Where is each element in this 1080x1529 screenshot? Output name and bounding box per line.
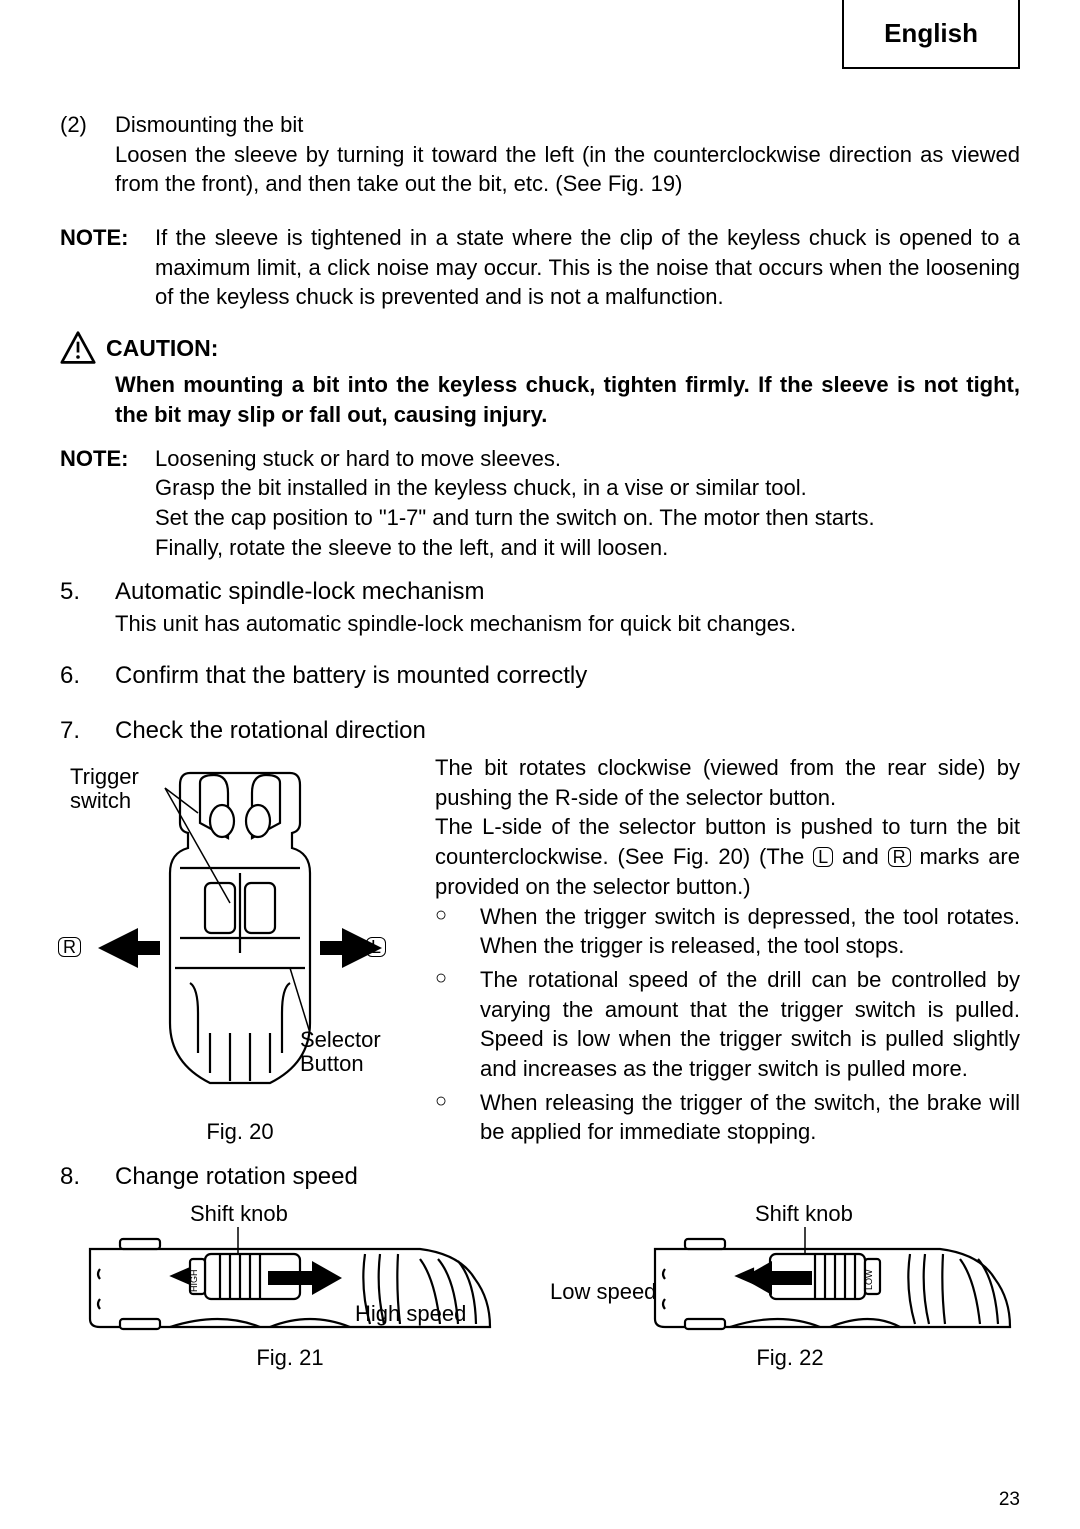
fig21-caption: Fig. 21 [60, 1343, 520, 1373]
section-5: 5. Automatic spindle-lock mechanism This… [60, 576, 1020, 638]
section-6-marker: 6. [60, 660, 115, 692]
bullet-icon: ○ [435, 1088, 480, 1147]
fig20-r-label: R [58, 935, 81, 959]
note-2-label: NOTE: [60, 444, 155, 563]
bullet-1-text: When the trigger switch is depressed, th… [480, 902, 1020, 961]
figure-22: Shift knob [560, 1199, 1020, 1373]
section-5-title: Automatic spindle-lock mechanism [115, 576, 1020, 608]
section-7-bullet-1: ○ When the trigger switch is depressed, … [435, 902, 1020, 961]
section-8-marker: 8. [60, 1161, 115, 1193]
note-2-line2: Grasp the bit installed in the keyless c… [155, 473, 1020, 503]
item-2-title: Dismounting the bit [115, 110, 1020, 140]
caution-body: When mounting a bit into the keyless chu… [115, 370, 1020, 429]
section-7-bullet-3: ○ When releasing the trigger of the swit… [435, 1088, 1020, 1147]
item-2-marker: (2) [60, 110, 115, 199]
note-2-line3: Set the cap position to "1-7" and turn t… [155, 503, 1020, 533]
section-7-content: Trigger switch Selector Button R L Fig. … [60, 753, 1020, 1151]
section-5-marker: 5. [60, 576, 115, 638]
fig20-selector-label: Selector Button [300, 1028, 400, 1076]
section-7-bullet-2: ○ The rotational speed of the drill can … [435, 965, 1020, 1084]
bullet-3-text: When releasing the trigger of the switch… [480, 1088, 1020, 1147]
item-2: (2) Dismounting the bit Loosen the sleev… [60, 110, 1020, 199]
fig22-speed-label: Low speed [550, 1277, 656, 1307]
fig21-shift-label: Shift knob [190, 1199, 288, 1229]
caution-header: CAUTION: [60, 330, 1020, 366]
bullet-2-text: The rotational speed of the drill can be… [480, 965, 1020, 1084]
caution-label: CAUTION: [106, 333, 218, 364]
page-number: 23 [999, 1489, 1020, 1511]
section-6-title: Confirm that the battery is mounted corr… [115, 660, 1020, 692]
note-2: NOTE: Loosening stuck or hard to move sl… [60, 444, 1020, 563]
section-7: 7. Check the rotational direction [60, 715, 1020, 747]
section-8: 8. Change rotation speed [60, 1161, 1020, 1193]
bullet-icon: ○ [435, 965, 480, 1084]
svg-text:LOW: LOW [864, 1269, 874, 1290]
figure-20: Trigger switch Selector Button R L Fig. … [60, 753, 420, 1151]
figure-21: Shift knob [60, 1199, 520, 1373]
fig20-caption: Fig. 20 [60, 1117, 420, 1147]
page-content: (2) Dismounting the bit Loosen the sleev… [60, 110, 1020, 1373]
note-2-line1: Loosening stuck or hard to move sleeves. [155, 444, 1020, 474]
note-1-label: NOTE: [60, 223, 155, 312]
fig20-trigger-label: Trigger switch [70, 765, 160, 813]
fig21-speed-label: High speed [355, 1299, 466, 1329]
section-7-para-b: The L-side of the selector button is pus… [435, 812, 1020, 901]
language-label: English [842, 0, 1020, 69]
section-7-marker: 7. [60, 715, 115, 747]
section-8-title: Change rotation speed [115, 1161, 1020, 1193]
fig22-shift-label: Shift knob [755, 1199, 853, 1229]
warning-icon [60, 330, 96, 366]
note-1: NOTE: If the sleeve is tightened in a st… [60, 223, 1020, 312]
page: English (2) Dismounting the bit Loosen t… [0, 0, 1080, 1529]
svg-text:HIGH: HIGH [189, 1270, 199, 1293]
item-2-text: Loosen the sleeve by turning it toward t… [115, 140, 1020, 199]
section-5-body: Automatic spindle-lock mechanism This un… [115, 576, 1020, 638]
section-7-para-a: The bit rotates clockwise (viewed from t… [435, 753, 1020, 812]
fig22-caption: Fig. 22 [560, 1343, 1020, 1373]
section-5-text: This unit has automatic spindle-lock mec… [115, 609, 1020, 639]
bullet-icon: ○ [435, 902, 480, 961]
note-2-body: Loosening stuck or hard to move sleeves.… [155, 444, 1020, 563]
note-2-line4: Finally, rotate the sleeve to the left, … [155, 533, 1020, 563]
section-6: 6. Confirm that the battery is mounted c… [60, 660, 1020, 692]
item-2-body: Dismounting the bit Loosen the sleeve by… [115, 110, 1020, 199]
section-7-text: The bit rotates clockwise (viewed from t… [420, 753, 1020, 1151]
fig20-l-label: L [366, 935, 386, 959]
figures-21-22-row: Shift knob [60, 1199, 1020, 1373]
note-1-body: If the sleeve is tightened in a state wh… [155, 223, 1020, 312]
section-7-title: Check the rotational direction [115, 715, 1020, 747]
